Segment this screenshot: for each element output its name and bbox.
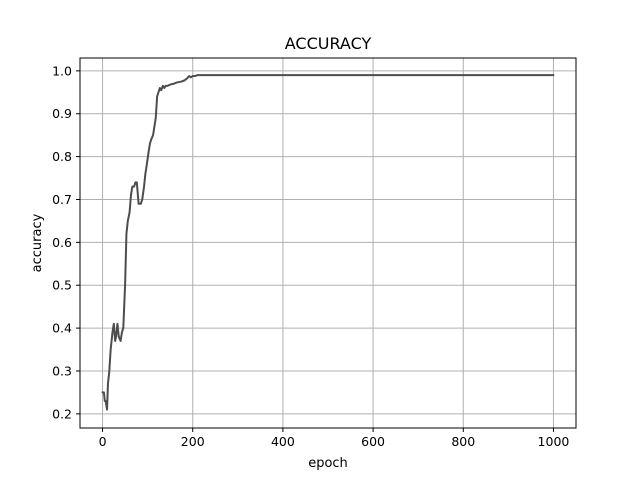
chart-title: ACCURACY [285, 34, 372, 53]
x-tick-label: 0 [99, 434, 107, 449]
y-tick-label: 0.6 [52, 235, 72, 250]
y-tick-label: 0.7 [52, 192, 72, 207]
plot-frame [79, 57, 577, 429]
x-tick-label: 800 [451, 434, 475, 449]
accuracy-series-line [101, 74, 555, 411]
grid-lines [80, 58, 576, 428]
y-tick-label: 0.9 [52, 106, 72, 121]
y-axis-label: accuracy [30, 213, 45, 272]
x-tick-label: 200 [181, 434, 205, 449]
x-axis-label: epoch [308, 456, 348, 471]
y-tick-label: 0.4 [52, 321, 72, 336]
x-tick-label: 400 [271, 434, 295, 449]
series-layer [101, 74, 555, 411]
y-tick-label: 0.8 [52, 149, 72, 164]
x-tick-label: 1000 [538, 434, 570, 449]
y-tick-label: 0.5 [52, 278, 72, 293]
y-tick-label: 1.0 [52, 63, 72, 78]
x-tick-label: 600 [361, 434, 385, 449]
y-tick-label: 0.3 [52, 363, 72, 378]
axis-ticks: 0 200 400 600 800 1000 0.2 0.3 0.4 0.5 0.6 0.7 0.8 0.… [52, 63, 569, 449]
y-tick-label: 0.2 [52, 406, 72, 421]
